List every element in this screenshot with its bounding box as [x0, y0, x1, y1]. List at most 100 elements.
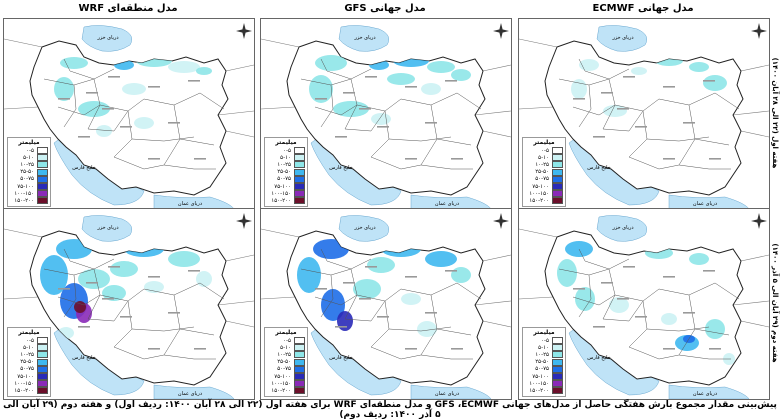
caspian-label: دریای خزر — [96, 225, 118, 231]
legend-item: ۷۵-۱۰۰ — [267, 183, 305, 191]
precip-area — [689, 253, 709, 265]
province-name-mark — [148, 86, 160, 88]
legend-item: ۵۰-۷۵ — [10, 365, 48, 373]
province-name-mark — [86, 92, 98, 94]
legend-label: ۵۰-۷۵ — [20, 176, 34, 183]
legend-item: ۱۵۰-۲۰۰ — [525, 387, 563, 395]
map-ecmwf-week2: دریای خزر خلیج فارس دریای عمان میلیمتر ۰-۵ ۵-… — [518, 208, 770, 400]
legend-item: ۱۵۰-۲۰۰ — [10, 197, 48, 205]
legend-item: ۲۵-۵۰ — [267, 358, 305, 366]
precip-area — [196, 67, 212, 75]
persian-gulf-label: خلیج فارس — [72, 355, 96, 361]
legend-swatch — [37, 387, 48, 395]
legend-title: میلیمتر — [275, 329, 297, 336]
legend-item: ۵۰-۷۵ — [525, 175, 563, 183]
legend-swatch — [294, 197, 305, 205]
legend-swatch — [552, 344, 563, 352]
legend-swatch — [294, 351, 305, 359]
legend-item: ۱۰۰-۱۵۰ — [525, 380, 563, 388]
column-title-wrf: مدل منطقه‌ای WRF — [78, 3, 178, 14]
legend-label: ۲۵-۵۰ — [277, 359, 291, 366]
precip-area — [74, 301, 86, 313]
province-name-mark — [359, 108, 371, 110]
legend-label: ۱۵۰-۲۰۰ — [529, 387, 549, 394]
legend-item: ۲۵-۵۰ — [10, 168, 48, 176]
persian-gulf-label: خلیج فارس — [587, 355, 611, 361]
precip-area — [60, 57, 88, 69]
legend-label: ۰-۵ — [541, 337, 549, 344]
legend-label: ۷۵-۱۰۰ — [532, 183, 549, 190]
map-wrf-week2: دریای خزر خلیج فارس دریای عمان میلیمتر ۰-۵ ۵-… — [3, 208, 255, 400]
precip-area — [337, 311, 353, 331]
province-name-mark — [703, 80, 715, 82]
legend-swatch — [294, 154, 305, 162]
north-arrow-icon — [751, 23, 767, 39]
legend-label: ۰-۵ — [26, 337, 34, 344]
legend-swatch — [37, 365, 48, 373]
province-name-mark — [343, 282, 355, 284]
caspian-label: دریای خزر — [353, 35, 375, 41]
legend-label: ۵-۱۰ — [538, 154, 549, 161]
precip-area — [401, 293, 421, 305]
legend-swatch — [294, 337, 305, 345]
province-name-mark — [623, 76, 635, 78]
legend-swatch — [294, 344, 305, 352]
caspian-water — [338, 25, 389, 52]
precip-area — [315, 55, 347, 71]
legend-item: ۲۵-۵۰ — [525, 168, 563, 176]
legend-label: ۱۰۰-۱۵۰ — [14, 190, 34, 197]
north-arrow-icon — [751, 213, 767, 229]
caspian-label: دریای خزر — [353, 225, 375, 231]
province-name-mark — [335, 136, 347, 138]
legend-swatch — [552, 358, 563, 366]
legend-label: ۵۰-۷۵ — [535, 176, 549, 183]
legend-item: ۷۵-۱۰۰ — [10, 373, 48, 381]
province-name-mark — [663, 348, 675, 350]
precip-area — [575, 287, 595, 311]
legend-swatch — [552, 337, 563, 345]
precip-area — [78, 269, 110, 289]
legend: میلیمتر ۰-۵ ۵-۱۰ ۱۰-۲۵ ۲۵-۵۰ ۵۰-۷۵ ۷۵-۱۰۰ ۱۰۰-۱… — [522, 327, 566, 397]
legend-label: ۵۰-۷۵ — [277, 366, 291, 373]
oman-sea-label: دریای عمان — [693, 391, 717, 397]
province-name-mark — [601, 92, 613, 94]
caspian-label: دریای خزر — [611, 35, 633, 41]
precip-area — [168, 61, 200, 73]
north-arrow-icon — [493, 23, 509, 39]
province-name-mark — [86, 282, 98, 284]
legend-title: میلیمتر — [533, 139, 555, 146]
precip-area — [703, 75, 727, 91]
legend-item: ۰-۵ — [10, 147, 48, 155]
legend-item: ۰-۵ — [267, 337, 305, 345]
province-name-mark — [623, 266, 635, 268]
legend-item: ۵-۱۰ — [267, 154, 305, 162]
legend-swatch — [37, 147, 48, 155]
legend-label: ۰-۵ — [26, 147, 34, 154]
oman-sea-label: دریای عمان — [435, 201, 459, 207]
precip-area — [96, 125, 112, 137]
legend-item: ۱۰-۲۵ — [10, 351, 48, 359]
legend-label: ۷۵-۱۰۰ — [274, 373, 291, 380]
legend-label: ۵۰-۷۵ — [20, 366, 34, 373]
legend: میلیمتر ۰-۵ ۵-۱۰ ۱۰-۲۵ ۲۵-۵۰ ۵۰-۷۵ ۷۵-۱۰۰ ۱۰۰-۱… — [264, 137, 308, 207]
legend-swatch — [294, 380, 305, 388]
precip-area — [168, 251, 200, 267]
precip-area — [54, 77, 74, 101]
oman-sea-water — [668, 384, 750, 399]
province-name-mark — [617, 298, 629, 300]
province-name-mark — [188, 270, 200, 272]
precip-area — [557, 259, 577, 287]
legend-label: ۱۵۰-۲۰۰ — [271, 197, 291, 204]
legend-swatch — [294, 175, 305, 183]
province-name-mark — [593, 136, 605, 138]
oman-sea-water — [410, 384, 492, 399]
legend-label: ۵-۱۰ — [280, 154, 291, 161]
legend-item: ۵-۱۰ — [267, 344, 305, 352]
legend-swatch — [552, 154, 563, 162]
province-name-mark — [593, 326, 605, 328]
legend-label: ۲۵-۵۰ — [277, 169, 291, 176]
legend: میلیمتر ۰-۵ ۵-۱۰ ۱۰-۲۵ ۲۵-۵۰ ۵۰-۷۵ ۷۵-۱۰۰ ۱۰۰-۱… — [522, 137, 566, 207]
legend-label: ۷۵-۱۰۰ — [532, 373, 549, 380]
legend-label: ۲۵-۵۰ — [535, 359, 549, 366]
province-name-mark — [120, 316, 132, 318]
